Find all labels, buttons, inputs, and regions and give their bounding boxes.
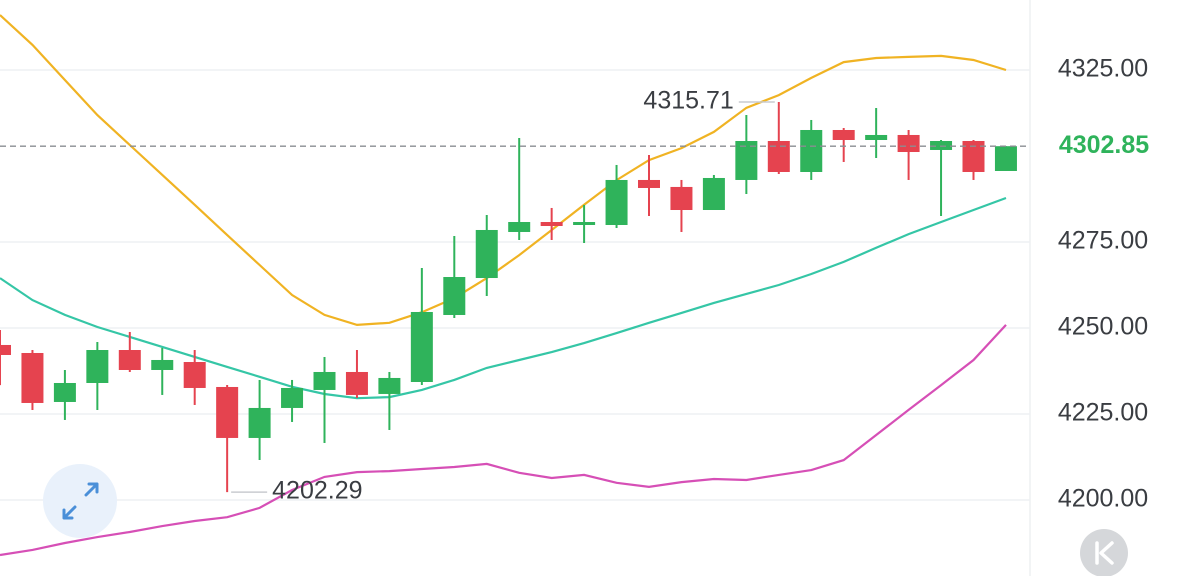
low-annotation: 4202.29 bbox=[272, 477, 362, 505]
candle-body bbox=[573, 222, 596, 225]
candle-body bbox=[443, 277, 466, 315]
last-price-bg bbox=[1036, 130, 1174, 163]
candle-body bbox=[53, 382, 76, 402]
y-tick-label: 4325.00 bbox=[1058, 55, 1148, 83]
candle-body bbox=[86, 350, 109, 383]
candle-body bbox=[540, 222, 563, 226]
last-price-label: 4302.85 bbox=[1059, 131, 1149, 159]
candle-body bbox=[345, 371, 368, 395]
candle-body bbox=[216, 386, 239, 438]
expand-icon[interactable] bbox=[62, 482, 99, 520]
candle-body bbox=[702, 177, 725, 211]
grid bbox=[0, 69, 1030, 501]
band-line bbox=[0, 324, 1007, 557]
candle-body bbox=[151, 359, 174, 370]
candle-body bbox=[410, 311, 433, 382]
y-tick-label: 4200.00 bbox=[1058, 485, 1148, 513]
candle-body bbox=[0, 344, 11, 355]
y-tick-label: 4275.00 bbox=[1058, 227, 1148, 255]
band-line bbox=[0, 196, 1007, 400]
candle-body bbox=[508, 222, 531, 232]
collapse-button[interactable] bbox=[1080, 529, 1128, 576]
candle-body bbox=[897, 134, 920, 153]
y-tick-label: 4250.00 bbox=[1058, 313, 1148, 341]
candle-body bbox=[605, 179, 628, 225]
plot-area bbox=[0, 14, 1030, 557]
y-axis: 4200.00 4225.00 4250.00 4275.00 4325.00 4302.… bbox=[1036, 55, 1174, 513]
candle-body bbox=[475, 229, 498, 279]
collapse-icon[interactable] bbox=[1095, 541, 1114, 565]
candle-body bbox=[930, 140, 953, 150]
candle-body bbox=[735, 140, 758, 180]
candle-body bbox=[994, 146, 1017, 171]
candle-body bbox=[118, 350, 141, 370]
candle-body bbox=[638, 179, 660, 188]
candle-body bbox=[313, 371, 336, 390]
candle-body bbox=[962, 140, 985, 172]
candle-body bbox=[183, 362, 206, 388]
candle-body bbox=[832, 129, 855, 141]
candle-body bbox=[800, 129, 823, 172]
candle-body bbox=[865, 134, 888, 141]
candle-body bbox=[767, 140, 790, 172]
y-tick-label: 4225.00 bbox=[1058, 399, 1148, 427]
candle-body bbox=[670, 186, 693, 211]
expand-button-bg[interactable] bbox=[43, 464, 117, 538]
expand-button[interactable] bbox=[43, 464, 117, 538]
band-line bbox=[0, 14, 1007, 327]
candle-body bbox=[21, 352, 44, 403]
high-annotation: 4315.71 bbox=[643, 87, 733, 115]
candle-body bbox=[248, 407, 271, 438]
candle-body bbox=[378, 377, 401, 394]
candle-body bbox=[281, 387, 304, 408]
